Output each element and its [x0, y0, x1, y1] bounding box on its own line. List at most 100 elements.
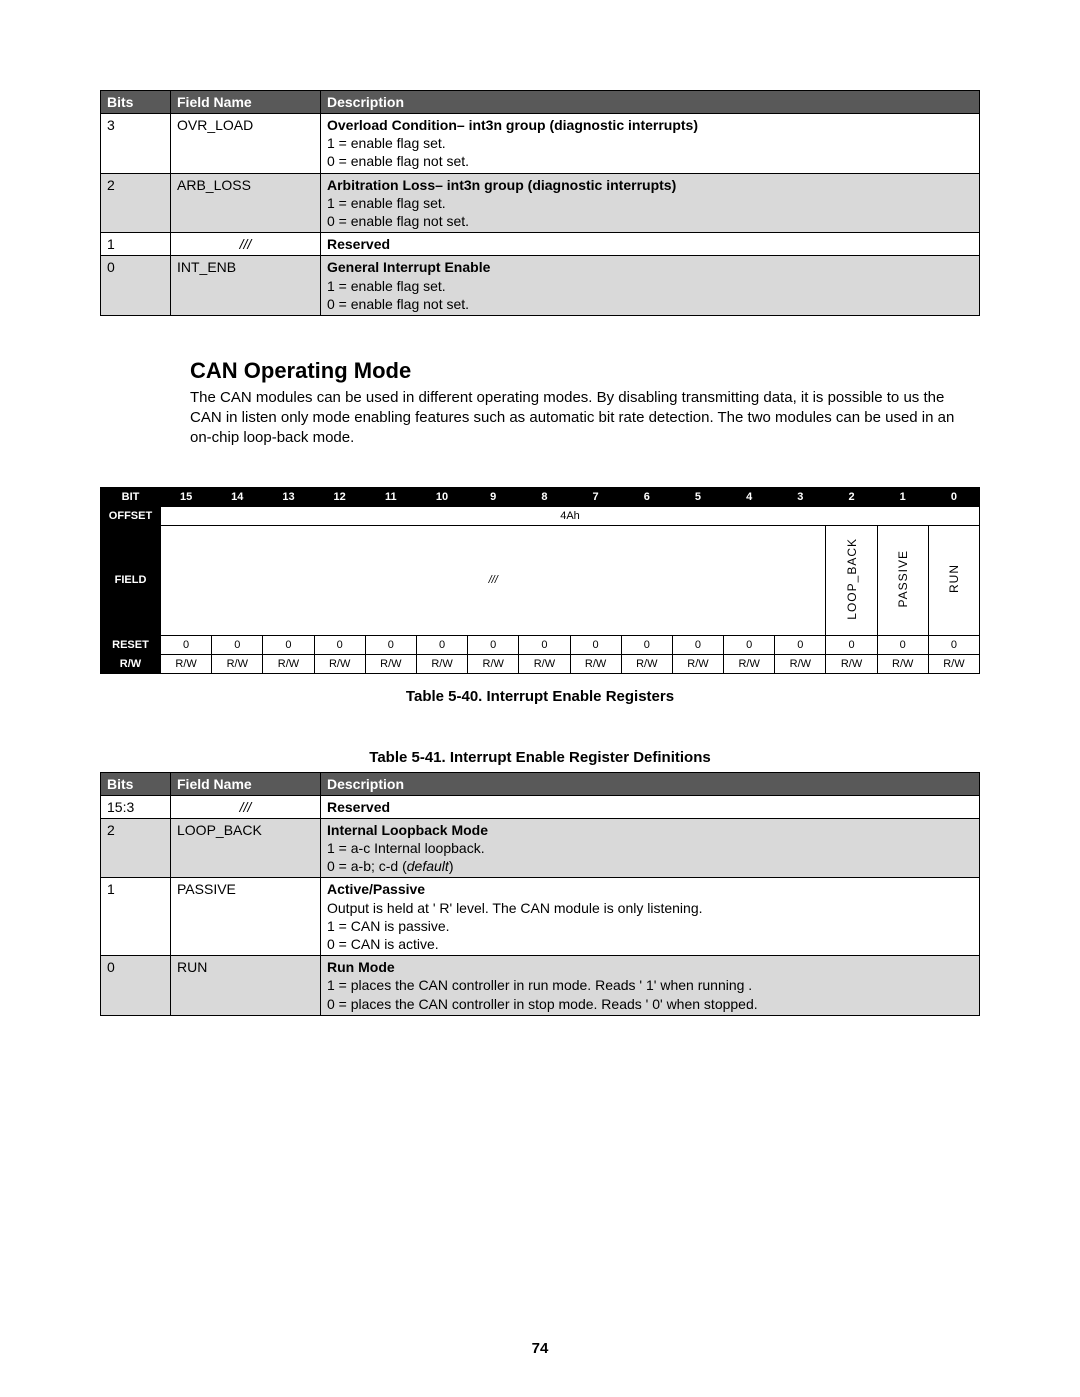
cell-field: LOOP_BACK: [171, 818, 321, 878]
cell-description: Active/PassiveOutput is held at ' R' lev…: [321, 878, 980, 956]
reset-bit-3: 0: [775, 635, 826, 654]
page: Bits Field Name Description 3OVR_LOADOve…: [0, 0, 1080, 1397]
bitmap-reset-row: RESET 0000000000000000: [101, 635, 980, 654]
field-run: RUN: [928, 525, 979, 635]
table1-header-row: Bits Field Name Description: [101, 91, 980, 114]
table-interrupt-enable-definitions: Bits Field Name Description 15:3///Reser…: [100, 772, 980, 1016]
bit-15: 15: [161, 487, 212, 506]
reset-bit-0: 0: [928, 635, 979, 654]
cell-field: PASSIVE: [171, 878, 321, 956]
rw-bit-6: R/W: [621, 654, 672, 673]
reset-bit-2: 0: [826, 635, 877, 654]
bit-12: 12: [314, 487, 365, 506]
bit-label: BIT: [101, 487, 161, 506]
register-bitmap-table: BIT 15 14 13 12 11 10 9 8 7 6 5 4 3 2 1 …: [100, 487, 980, 674]
col-description: Description: [321, 91, 980, 114]
cell-description: Arbitration Loss– int3n group (diagnosti…: [321, 173, 980, 233]
rw-label: R/W: [101, 654, 161, 673]
cell-field: INT_ENB: [171, 256, 321, 316]
table-row: 0INT_ENBGeneral Interrupt Enable1 = enab…: [101, 256, 980, 316]
bitmap-offset-row: OFFSET 4Ah: [101, 506, 980, 525]
offset-label: OFFSET: [101, 506, 161, 525]
bit-4: 4: [724, 487, 775, 506]
reset-bit-14: 0: [212, 635, 263, 654]
reset-bit-9: 0: [468, 635, 519, 654]
bit-1: 1: [877, 487, 928, 506]
bit-3: 3: [775, 487, 826, 506]
rw-bit-5: R/W: [672, 654, 723, 673]
table-row: 1PASSIVEActive/PassiveOutput is held at …: [101, 878, 980, 956]
field-passive: PASSIVE: [877, 525, 928, 635]
reset-bit-1: 0: [877, 635, 928, 654]
bit-11: 11: [365, 487, 416, 506]
table-row: 15:3///Reserved: [101, 795, 980, 818]
reset-bit-13: 0: [263, 635, 314, 654]
offset-value: 4Ah: [161, 506, 980, 525]
table-row: 0RUNRun Mode1 = places the CAN controlle…: [101, 956, 980, 1016]
bit-9: 9: [468, 487, 519, 506]
rw-bit-0: R/W: [928, 654, 979, 673]
cell-bits: 2: [101, 818, 171, 878]
cell-bits: 1: [101, 878, 171, 956]
cell-bits: 15:3: [101, 795, 171, 818]
reset-bit-15: 0: [161, 635, 212, 654]
col-bits: Bits: [101, 772, 171, 795]
bitmap-rw-row: R/W R/WR/WR/WR/WR/WR/WR/WR/WR/WR/WR/WR/W…: [101, 654, 980, 673]
bitmap-field-row: FIELD /// LOOP_BACK PASSIVE RUN: [101, 525, 980, 635]
cell-description: General Interrupt Enable1 = enable flag …: [321, 256, 980, 316]
reset-bit-6: 0: [621, 635, 672, 654]
bit-0: 0: [928, 487, 979, 506]
reset-bit-11: 0: [365, 635, 416, 654]
bitmap-bit-row: BIT 15 14 13 12 11 10 9 8 7 6 5 4 3 2 1 …: [101, 487, 980, 506]
page-number: 74: [0, 1340, 1080, 1357]
rw-bit-13: R/W: [263, 654, 314, 673]
bit-6: 6: [621, 487, 672, 506]
rw-bit-4: R/W: [724, 654, 775, 673]
bit-13: 13: [263, 487, 314, 506]
section-title: CAN Operating Mode: [190, 358, 980, 384]
bit-2: 2: [826, 487, 877, 506]
cell-description: Internal Loopback Mode1 = a-c Internal l…: [321, 818, 980, 878]
rw-bit-11: R/W: [365, 654, 416, 673]
cell-field: RUN: [171, 956, 321, 1016]
rw-bit-10: R/W: [416, 654, 467, 673]
table-row: 2ARB_LOSSArbitration Loss– int3n group (…: [101, 173, 980, 233]
rw-bit-12: R/W: [314, 654, 365, 673]
cell-field: ARB_LOSS: [171, 173, 321, 233]
field-reserved: ///: [161, 525, 826, 635]
reset-label: RESET: [101, 635, 161, 654]
field-label: FIELD: [101, 525, 161, 635]
table-interrupt-enable-top: Bits Field Name Description 3OVR_LOADOve…: [100, 90, 980, 316]
col-bits: Bits: [101, 91, 171, 114]
rw-bit-8: R/W: [519, 654, 570, 673]
cell-bits: 0: [101, 256, 171, 316]
cell-field: ///: [171, 233, 321, 256]
table-row: 3OVR_LOADOverload Condition– int3n group…: [101, 114, 980, 174]
reset-bit-5: 0: [672, 635, 723, 654]
table-row: 2LOOP_BACKInternal Loopback Mode1 = a-c …: [101, 818, 980, 878]
cell-field: OVR_LOAD: [171, 114, 321, 174]
reset-bit-4: 0: [724, 635, 775, 654]
bit-7: 7: [570, 487, 621, 506]
cell-bits: 0: [101, 956, 171, 1016]
rw-bit-7: R/W: [570, 654, 621, 673]
rw-bit-14: R/W: [212, 654, 263, 673]
rw-bit-1: R/W: [877, 654, 928, 673]
table2-header-row: Bits Field Name Description: [101, 772, 980, 795]
cell-bits: 1: [101, 233, 171, 256]
rw-bit-3: R/W: [775, 654, 826, 673]
bit-14: 14: [212, 487, 263, 506]
reset-bit-7: 0: [570, 635, 621, 654]
reset-bit-12: 0: [314, 635, 365, 654]
table-caption-5-41: Table 5-41. Interrupt Enable Register De…: [100, 749, 980, 766]
rw-bit-2: R/W: [826, 654, 877, 673]
bit-8: 8: [519, 487, 570, 506]
field-loop-back: LOOP_BACK: [826, 525, 877, 635]
reset-bit-8: 0: [519, 635, 570, 654]
table-row: 1///Reserved: [101, 233, 980, 256]
cell-description: Run Mode1 = places the CAN controller in…: [321, 956, 980, 1016]
cell-bits: 3: [101, 114, 171, 174]
rw-bit-15: R/W: [161, 654, 212, 673]
rw-bit-9: R/W: [468, 654, 519, 673]
reset-bit-10: 0: [416, 635, 467, 654]
